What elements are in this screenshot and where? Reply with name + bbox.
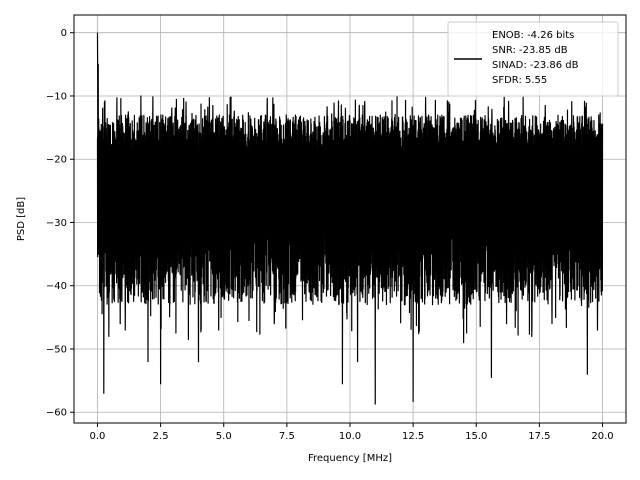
psd-series-line: [96, 32, 604, 405]
legend-enob: ENOB: -4.26 bits: [492, 30, 574, 41]
y-tick-label: −50: [46, 344, 67, 355]
tick-layer: 0.0 2.5 5.0 7.5 10.0 12.5 15.0 17.5 20.0 0 −10 −20 −…: [46, 28, 614, 442]
x-tick-label: 7.5: [279, 431, 295, 442]
y-tick-label: −30: [46, 218, 67, 229]
x-tick-label: 15.0: [465, 431, 487, 442]
legend-sfdr: SFDR: 5.55: [492, 75, 547, 86]
y-tick-label: −40: [46, 281, 67, 292]
x-axis-label: Frequency [MHz]: [308, 453, 392, 464]
y-tick-label: 0: [61, 28, 67, 39]
x-tick-label: 0.0: [90, 431, 106, 442]
x-tick-label: 17.5: [528, 431, 550, 442]
x-tick-label: 10.0: [339, 431, 361, 442]
x-tick-label: 2.5: [153, 431, 169, 442]
legend-box: [447, 21, 619, 97]
y-tick-label: −20: [46, 155, 67, 166]
x-tick-label: 5.0: [216, 431, 232, 442]
x-tick-label: 20.0: [591, 431, 613, 442]
y-tick-label: −60: [46, 408, 67, 419]
legend: ENOB: -4.26 bits SNR: -23.85 dB SINAD: -…: [447, 21, 619, 97]
y-tick-label: −10: [46, 91, 67, 102]
legend-sinad: SINAD: -23.86 dB: [492, 60, 579, 71]
series-layer: [96, 32, 604, 405]
x-tick-label: 12.5: [402, 431, 424, 442]
legend-snr: SNR: -23.85 dB: [492, 45, 568, 56]
y-axis-label: PSD [dB]: [16, 197, 27, 241]
